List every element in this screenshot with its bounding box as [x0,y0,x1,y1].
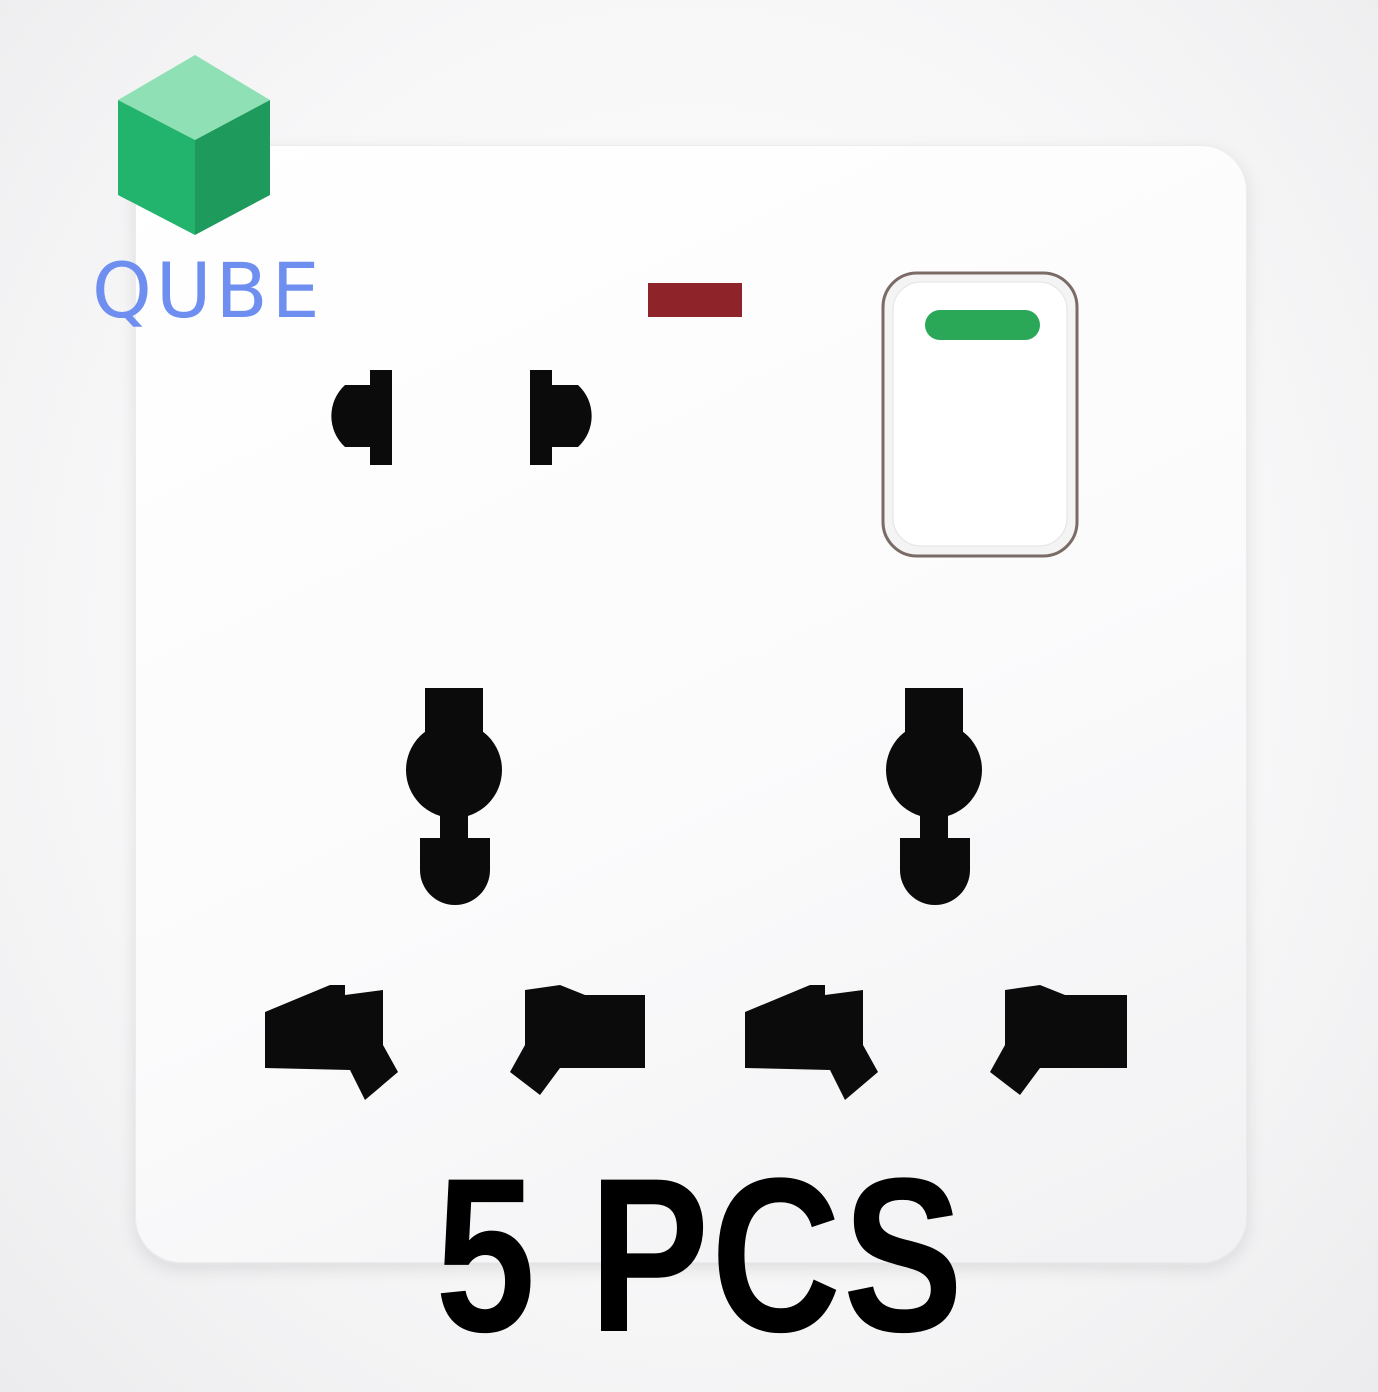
cube-top-face [118,55,270,140]
flat-pin-hole-2 [510,985,645,1095]
flat-pin-hole-4 [990,985,1127,1095]
flat-pin-hole-3 [745,985,878,1100]
rocker-switch[interactable] [881,271,1079,558]
cube-right-face [195,100,270,235]
cube-left-face [118,100,195,235]
round-pin-hole-right [886,688,982,905]
two-pin-hole-left [331,370,392,465]
round-pin-hole-left [406,688,502,905]
green-cube-icon [118,55,270,235]
neon-indicator-light [648,283,742,317]
brand-logo-text: QUBE [92,246,324,335]
switch-indicator-light [925,310,1040,340]
flat-pin-holes [265,985,1127,1100]
quantity-caption: 5 PCS [435,1132,965,1378]
two-pin-hole-right [530,370,592,465]
two-pin-socket [331,370,592,465]
flat-pin-hole-1 [265,985,398,1100]
